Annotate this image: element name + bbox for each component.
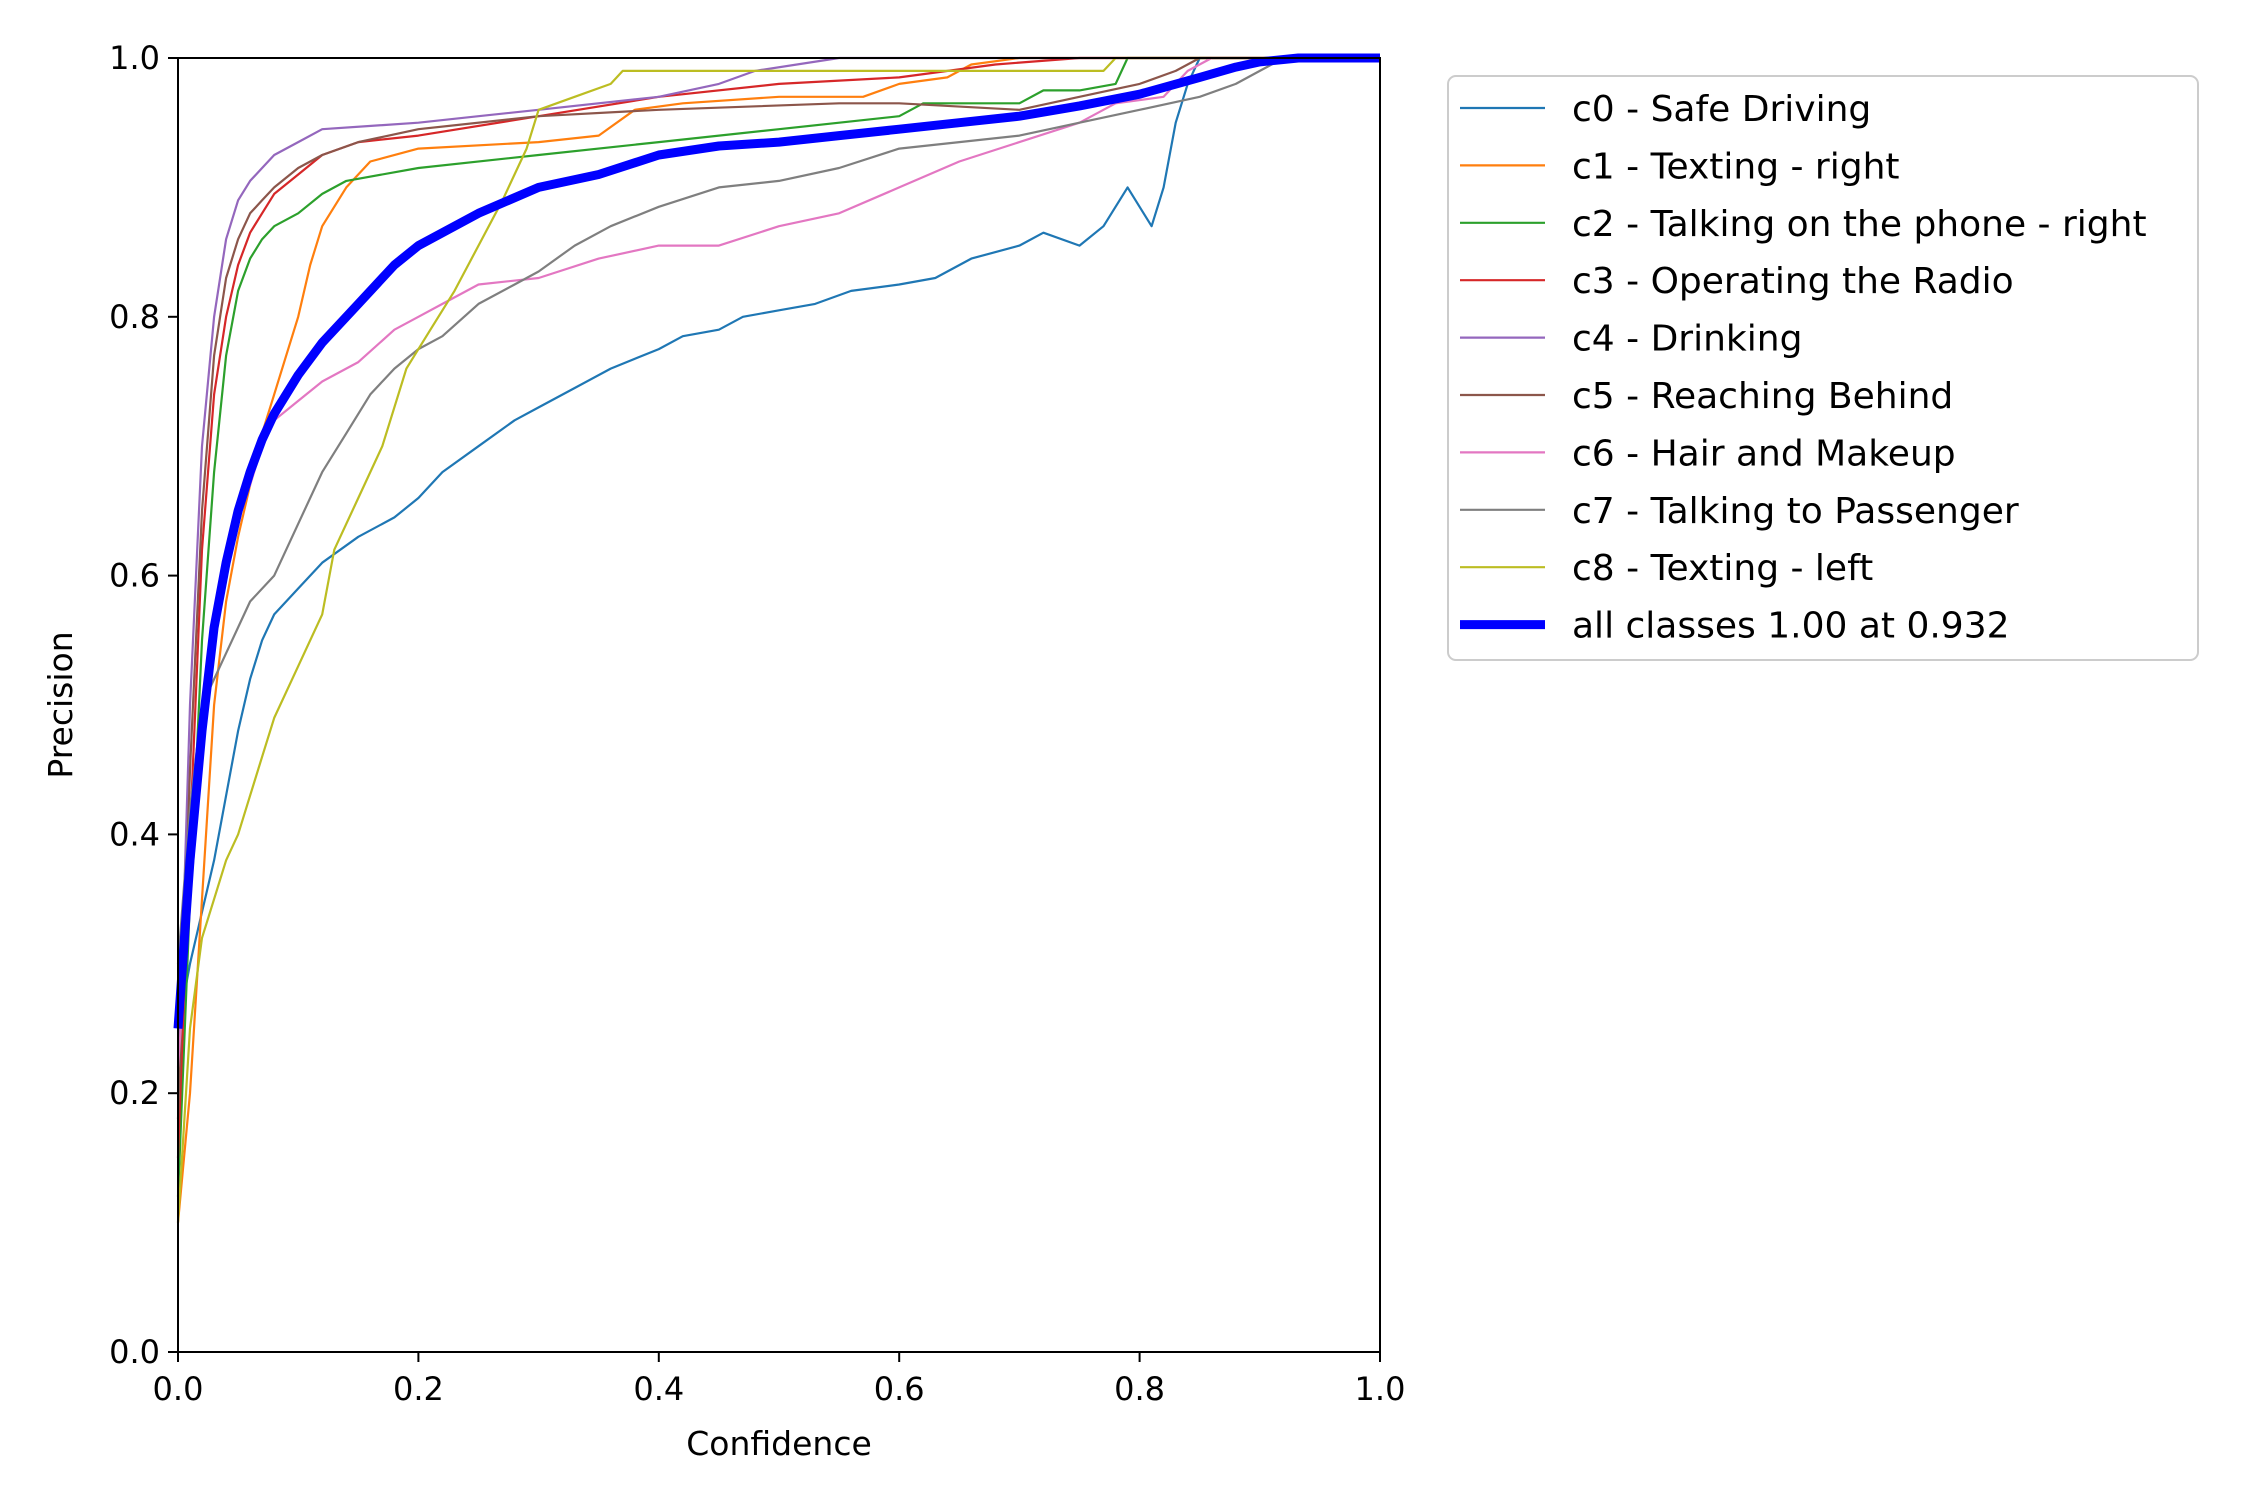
series-line-0 (176, 56, 1380, 1029)
y-tick-label-1: 0.2 (109, 1074, 160, 1112)
series-line-1 (176, 56, 1380, 1223)
series-line-4 (176, 56, 1380, 1094)
y-tick-label-4: 0.8 (109, 298, 160, 336)
y-tick-label-2: 0.4 (109, 815, 160, 853)
x-tick-label-0: 0.0 (153, 1370, 204, 1408)
legend-label-3: c3 - Operating the Radio (1572, 261, 2014, 302)
x-tick-label-5: 1.0 (1355, 1370, 1406, 1408)
y-tick-label-3: 0.6 (109, 557, 160, 595)
series-line-7 (176, 56, 1380, 964)
plot-frame (177, 57, 1381, 1353)
x-axis-label: Confidence (686, 1424, 872, 1463)
series-line-6 (176, 56, 1380, 1068)
series-line-2 (176, 56, 1380, 1197)
legend-label-7: c7 - Talking to Passenger (1572, 491, 2019, 532)
x-tick-label-4: 0.8 (1114, 1370, 1165, 1408)
legend: c0 - Safe Driving c1 - Texting - right c2 … (1447, 75, 2199, 661)
series-line-8 (176, 56, 1380, 1223)
y-axis-label: Precision (41, 631, 80, 778)
legend-label-4: c4 - Drinking (1572, 319, 1802, 360)
x-tick-label-1: 0.2 (393, 1370, 444, 1408)
legend-label-2: c2 - Talking on the phone - right (1572, 204, 2147, 245)
legend-label-8: c8 - Texting - left (1572, 548, 1873, 589)
y-tick-label-0: 0.0 (109, 1333, 160, 1371)
y-tick-label-5: 1.0 (109, 39, 160, 77)
x-tick-label-3: 0.6 (874, 1370, 925, 1408)
x-tick-label-2: 0.4 (633, 1370, 684, 1408)
legend-label-6: c6 - Hair and Makeup (1572, 433, 1956, 474)
series-line-3 (176, 56, 1380, 1158)
legend-label-1: c1 - Texting - right (1572, 146, 1900, 187)
legend-label-9: all classes 1.00 at 0.932 (1572, 606, 2010, 647)
legend-label-5: c5 - Reaching Behind (1572, 376, 1953, 417)
series-layer (173, 53, 1380, 1223)
axes-layer: 0.0 0.2 0.4 0.6 0.8 1.0 0.0 0.2 0.4 0.6 0.8 1.0 (109, 39, 1405, 1408)
series-line-5 (176, 56, 1380, 1120)
legend-box (1447, 75, 2199, 661)
legend-label-0: c0 - Safe Driving (1572, 89, 1871, 130)
legend-items: c0 - Safe Driving c1 - Texting - right c2 … (1460, 89, 2147, 647)
series-line-9 (173, 53, 1380, 1029)
